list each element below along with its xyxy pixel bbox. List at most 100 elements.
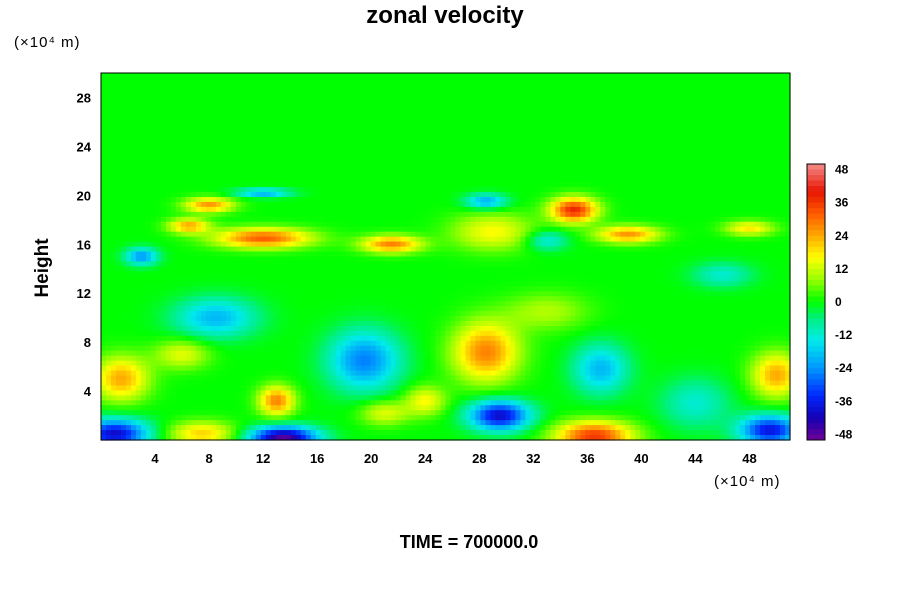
heatmap-cell <box>170 221 177 228</box>
heatmap-cell <box>110 246 117 253</box>
heatmap-cell <box>540 187 546 193</box>
heatmap-cell <box>130 73 137 79</box>
heatmap-cell <box>725 142 731 148</box>
heatmap-cell <box>505 77 511 84</box>
heatmap-cell <box>605 167 611 173</box>
heatmap-cell <box>655 167 661 173</box>
heatmap-cell <box>105 82 112 89</box>
heatmap-cell <box>235 92 242 99</box>
heatmap-cell <box>215 137 222 144</box>
heatmap-cell <box>240 246 247 253</box>
heatmap-cell <box>175 137 182 144</box>
heatmap-cell <box>460 216 467 223</box>
heatmap-cell <box>780 192 786 198</box>
heatmap-cell <box>220 82 227 89</box>
heatmap-cell <box>625 162 631 168</box>
heatmap-cell <box>540 236 546 243</box>
heatmap-cell <box>415 157 422 163</box>
heatmap-cell <box>625 73 631 79</box>
heatmap-cell <box>240 102 247 109</box>
heatmap-cell <box>135 201 142 208</box>
heatmap-cell <box>295 82 302 89</box>
heatmap-cell <box>620 231 626 238</box>
heatmap-cell <box>680 82 686 89</box>
heatmap-cell <box>395 157 402 163</box>
heatmap-cell <box>195 221 202 228</box>
heatmap-cell <box>735 92 741 99</box>
heatmap-cell <box>405 152 412 158</box>
heatmap-cell <box>720 107 726 114</box>
heatmap-cell <box>630 236 636 243</box>
heatmap-cell <box>395 216 402 223</box>
heatmap-cell <box>115 196 122 203</box>
heatmap-cell <box>700 87 706 94</box>
heatmap-cell <box>155 77 162 84</box>
heatmap-cell <box>510 231 516 238</box>
heatmap-cell <box>545 231 551 238</box>
heatmap-cell <box>195 127 202 134</box>
heatmap-cell <box>650 117 656 124</box>
heatmap-cell <box>195 137 202 144</box>
heatmap-cell <box>425 182 432 188</box>
heatmap-cell <box>415 142 422 148</box>
heatmap-cell <box>145 162 152 168</box>
heatmap-cell <box>370 206 377 213</box>
heatmap-cell <box>205 162 212 168</box>
heatmap-cell <box>750 87 756 94</box>
heatmap-cell <box>710 147 716 153</box>
heatmap-cell <box>535 92 541 99</box>
heatmap-cell <box>470 97 477 104</box>
heatmap-cell <box>295 206 302 213</box>
heatmap-cell <box>670 142 676 148</box>
heatmap-cell <box>175 241 182 248</box>
heatmap-cell <box>435 127 442 134</box>
heatmap-cell <box>535 137 541 144</box>
heatmap-cell <box>205 241 212 248</box>
heatmap-cell <box>120 231 127 238</box>
heatmap-cell <box>440 216 447 223</box>
heatmap-cell <box>510 132 516 139</box>
heatmap-cell <box>530 206 536 213</box>
heatmap-cell <box>230 221 237 228</box>
heatmap-cell <box>750 177 756 183</box>
heatmap-cell <box>275 102 282 109</box>
heatmap-cell <box>105 211 112 218</box>
heatmap-cell <box>420 246 427 253</box>
heatmap-cell <box>615 157 621 163</box>
heatmap-cell <box>780 142 786 148</box>
heatmap-cell <box>470 87 477 94</box>
heatmap-cell <box>440 192 447 198</box>
heatmap-cell <box>760 137 766 144</box>
heatmap-cell <box>695 77 701 84</box>
heatmap-cell <box>220 97 227 104</box>
heatmap-cell <box>725 92 731 99</box>
heatmap-cell <box>715 182 721 188</box>
heatmap-cell <box>355 196 362 203</box>
heatmap-cell <box>440 127 447 134</box>
heatmap-cell <box>440 82 447 89</box>
heatmap-cell <box>530 97 536 104</box>
heatmap-cell <box>635 216 641 223</box>
heatmap-cell <box>165 162 172 168</box>
heatmap-cell <box>525 206 531 213</box>
heatmap-cell <box>365 137 372 144</box>
heatmap-cell <box>280 226 287 233</box>
heatmap-cell <box>640 107 646 114</box>
heatmap-cell <box>260 147 267 153</box>
heatmap-cell <box>370 167 377 173</box>
heatmap-cell <box>315 87 322 94</box>
heatmap-cell <box>600 172 606 178</box>
heatmap-cell <box>360 157 367 163</box>
heatmap-cell <box>485 167 492 173</box>
heatmap-cell <box>545 77 551 84</box>
heatmap-cell <box>260 201 267 208</box>
heatmap-cell <box>295 177 302 183</box>
heatmap-cell <box>725 73 731 79</box>
heatmap-cell <box>280 107 287 114</box>
heatmap-cell <box>150 221 157 228</box>
heatmap-cell <box>685 102 691 109</box>
heatmap-cell <box>215 132 222 139</box>
heatmap-cell <box>560 142 566 148</box>
heatmap-cell <box>535 226 541 233</box>
heatmap-cell <box>295 87 302 94</box>
